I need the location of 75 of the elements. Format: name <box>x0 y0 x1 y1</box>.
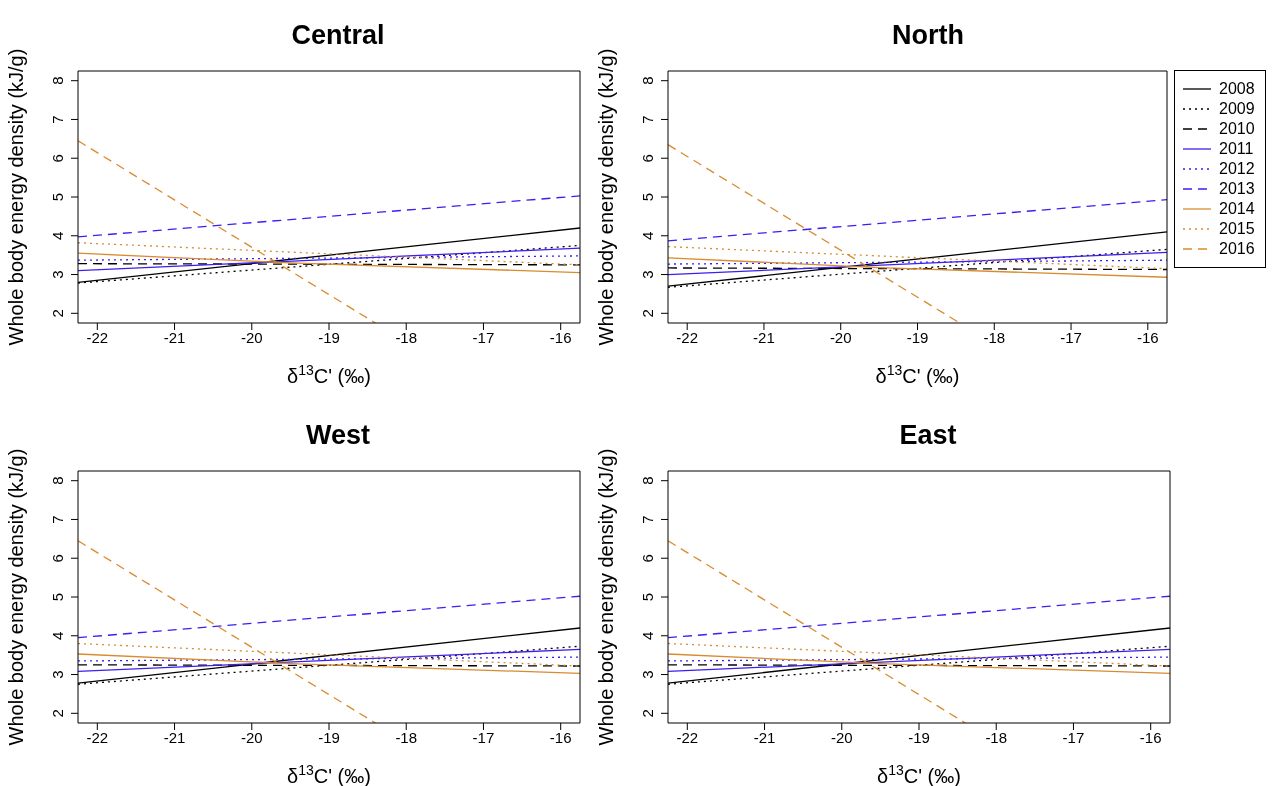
x-tick-label: -18 <box>983 328 1006 346</box>
y-tick-label: 3 <box>639 670 656 679</box>
y-axis-title: Whole body energy density (kJ/g) <box>5 448 28 746</box>
y-tick-label: 3 <box>49 270 66 279</box>
y-tick-label: 8 <box>49 76 66 85</box>
x-tick-label: -16 <box>1139 728 1162 746</box>
y-tick-label: 6 <box>639 554 656 563</box>
chart-title: Central <box>291 20 385 50</box>
x-tick-label: -18 <box>985 728 1008 746</box>
y-tick-label: 3 <box>49 670 66 679</box>
legend-label: 2008 <box>1219 80 1255 98</box>
y-tick-label: 2 <box>49 709 66 718</box>
y-tick-label: 7 <box>639 515 656 524</box>
x-axis-title: δ$^{13}$C' (‰) <box>875 362 960 387</box>
legend-label: 2012 <box>1219 160 1255 178</box>
x-tick-label: -21 <box>163 728 186 746</box>
x-tick-label: -20 <box>830 728 853 746</box>
y-tick-label: 5 <box>49 592 66 602</box>
y-tick-label: 4 <box>639 631 656 640</box>
x-tick-label: -20 <box>240 728 263 746</box>
legend-label: 2013 <box>1219 180 1255 198</box>
y-tick-label: 8 <box>639 76 656 85</box>
x-tick-label: -19 <box>318 728 340 746</box>
x-tick-label: -17 <box>1060 328 1082 346</box>
y-tick-label: 7 <box>49 515 66 524</box>
x-tick-label: -22 <box>676 328 699 346</box>
y-tick-label: 6 <box>49 154 66 163</box>
x-tick-label: -16 <box>1136 328 1159 346</box>
x-tick-label: -21 <box>753 728 776 746</box>
x-tick-label: -22 <box>86 328 109 346</box>
y-tick-label: 8 <box>49 476 66 485</box>
x-tick-label: -17 <box>1062 728 1085 746</box>
y-tick-label: 6 <box>639 154 656 163</box>
x-tick-label: -19 <box>906 328 929 346</box>
chart-title: North <box>892 20 964 50</box>
legend-label: 2010 <box>1219 120 1255 138</box>
y-tick-label: 5 <box>49 192 66 202</box>
x-tick-label: -18 <box>395 328 418 346</box>
x-tick-label: -17 <box>472 328 495 346</box>
chart-title: West <box>305 420 371 450</box>
x-tick-label: -21 <box>753 328 775 346</box>
y-tick-label: 5 <box>639 592 656 602</box>
legend-label: 2015 <box>1219 220 1255 238</box>
legend-label: 2016 <box>1219 240 1255 258</box>
y-axis-title: Whole body energy density (kJ/g) <box>595 448 618 746</box>
x-tick-label: -17 <box>472 728 495 746</box>
y-tick-label: 3 <box>639 270 656 279</box>
legend-label: 2014 <box>1219 200 1255 218</box>
y-tick-label: 7 <box>639 115 656 124</box>
y-tick-label: 2 <box>49 309 66 318</box>
y-tick-label: 7 <box>49 115 66 124</box>
y-tick-label: 4 <box>639 231 656 240</box>
y-tick-label: 4 <box>49 631 66 640</box>
legend-label: 2009 <box>1219 100 1255 118</box>
legend-label: 2011 <box>1219 140 1254 158</box>
x-tick-label: -20 <box>829 328 852 346</box>
y-tick-label: 2 <box>639 709 656 718</box>
x-tick-label: -22 <box>676 728 699 746</box>
x-tick-label: -18 <box>395 728 418 746</box>
x-tick-label: -19 <box>908 728 930 746</box>
y-tick-label: 4 <box>49 231 66 240</box>
x-tick-label: -19 <box>318 328 340 346</box>
y-tick-label: 6 <box>49 554 66 563</box>
y-axis-title: Whole body energy density (kJ/g) <box>595 48 618 346</box>
y-tick-label: 5 <box>639 192 656 202</box>
y-tick-label: 8 <box>639 476 656 485</box>
chart-title: East <box>899 420 957 450</box>
x-tick-label: -16 <box>549 328 572 346</box>
y-axis-title: Whole body energy density (kJ/g) <box>5 48 28 346</box>
x-tick-label: -21 <box>163 328 186 346</box>
x-axis-title: δ$^{13}$C' (‰) <box>287 362 371 387</box>
x-tick-label: -16 <box>549 728 572 746</box>
y-tick-label: 2 <box>639 309 656 318</box>
x-tick-label: -22 <box>86 728 109 746</box>
x-tick-label: -20 <box>240 328 263 346</box>
